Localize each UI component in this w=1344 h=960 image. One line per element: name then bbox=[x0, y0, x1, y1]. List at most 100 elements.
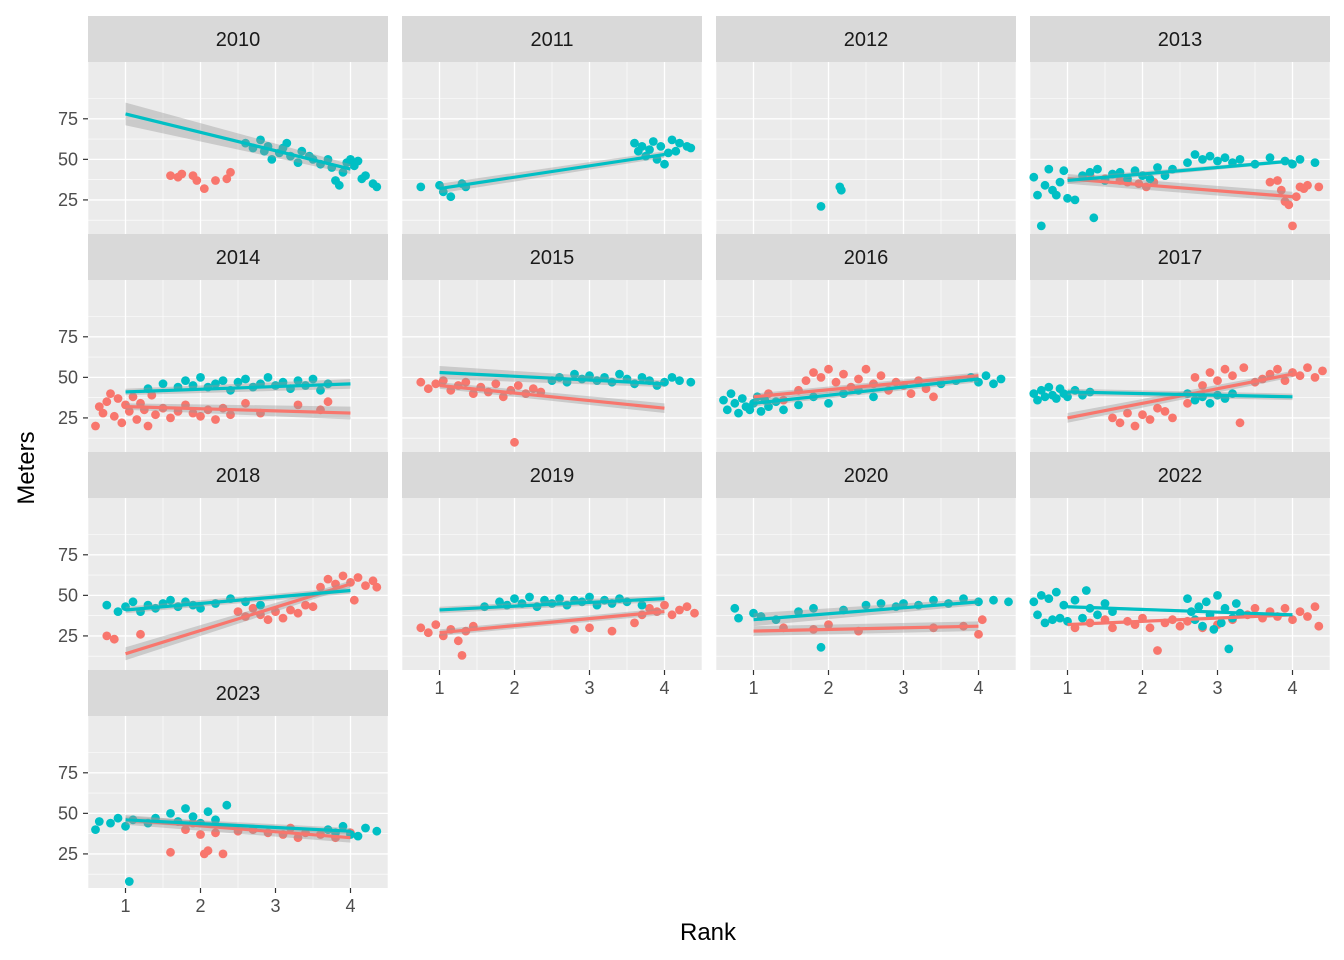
facet-strip-label: 2011 bbox=[530, 29, 573, 51]
fit-line-teal bbox=[439, 152, 665, 191]
data-point-teal bbox=[656, 142, 666, 151]
data-point-red bbox=[861, 364, 871, 374]
data-point-teal bbox=[1040, 392, 1050, 402]
y-tick-label: 25 bbox=[58, 190, 78, 210]
data-point-red bbox=[211, 828, 220, 838]
data-point-red bbox=[226, 167, 235, 177]
data-point-teal bbox=[645, 145, 654, 155]
data-point-red bbox=[423, 628, 433, 638]
data-point-teal bbox=[1029, 597, 1039, 607]
data-point-teal bbox=[1051, 190, 1061, 200]
facet-strip-label: 2016 bbox=[844, 247, 889, 269]
data-point-red bbox=[457, 651, 467, 660]
y-tick-label: 75 bbox=[58, 327, 78, 347]
data-point-red bbox=[854, 374, 863, 384]
data-point-red bbox=[816, 373, 826, 382]
data-point-red bbox=[278, 613, 288, 623]
data-point-red bbox=[372, 582, 382, 592]
data-point-red bbox=[1318, 366, 1327, 376]
data-point-red bbox=[977, 615, 987, 625]
data-point-red bbox=[461, 377, 471, 387]
data-point-teal bbox=[1089, 213, 1099, 223]
data-point-teal bbox=[94, 817, 104, 826]
data-point-red bbox=[824, 364, 833, 374]
data-point-teal bbox=[1198, 155, 1207, 164]
data-point-teal bbox=[1201, 597, 1211, 607]
facet-strip bbox=[88, 16, 388, 62]
data-point-red bbox=[423, 384, 433, 394]
data-point-teal bbox=[1209, 625, 1219, 634]
data-point-teal bbox=[293, 376, 303, 385]
data-point-teal bbox=[510, 594, 519, 603]
y-tick-label: 75 bbox=[58, 545, 78, 565]
data-point-red bbox=[667, 610, 677, 620]
data-point-teal bbox=[1231, 599, 1241, 608]
data-point-teal bbox=[1036, 385, 1046, 395]
facet-panels: 2010 25 50 75 2011 2012 2013 2014 25 50 75 2015 2016… bbox=[58, 16, 1331, 916]
data-point-teal bbox=[113, 813, 123, 823]
data-point-red bbox=[218, 849, 228, 859]
data-point-teal bbox=[166, 809, 175, 818]
facet-strip bbox=[716, 234, 1016, 280]
data-point-red bbox=[293, 608, 303, 618]
data-point-red bbox=[1273, 364, 1282, 374]
data-point-teal bbox=[1048, 615, 1057, 625]
data-point-teal bbox=[730, 603, 740, 613]
data-point-teal bbox=[372, 826, 382, 836]
data-point-red bbox=[188, 408, 198, 418]
facet-strip-label: 2018 bbox=[216, 465, 261, 487]
data-point-teal bbox=[102, 600, 112, 610]
data-point-red bbox=[1280, 376, 1290, 385]
data-point-teal bbox=[1033, 395, 1042, 405]
data-point-teal bbox=[1198, 621, 1207, 631]
data-point-red bbox=[1303, 180, 1312, 190]
data-point-red bbox=[1314, 621, 1324, 631]
x-tick-label: 4 bbox=[659, 678, 669, 698]
x-tick-label: 1 bbox=[1062, 678, 1072, 698]
data-point-red bbox=[1145, 415, 1155, 424]
fit-line-red bbox=[1067, 372, 1293, 420]
fit-line-teal bbox=[439, 370, 665, 386]
data-point-red bbox=[528, 384, 538, 394]
data-point-red bbox=[1265, 369, 1275, 379]
data-point-red bbox=[151, 410, 160, 420]
data-point-teal bbox=[861, 600, 871, 610]
data-point-teal bbox=[1085, 167, 1095, 177]
y-tick-label: 75 bbox=[58, 763, 78, 783]
data-point-red bbox=[361, 581, 370, 590]
data-point-red bbox=[824, 620, 833, 629]
data-point-teal bbox=[1081, 586, 1091, 595]
data-point-teal bbox=[297, 146, 307, 156]
data-point-teal bbox=[334, 180, 344, 190]
facet-panel-2017: 2017 bbox=[1029, 234, 1331, 452]
data-point-red bbox=[166, 171, 175, 181]
data-point-red bbox=[147, 390, 157, 400]
data-point-teal bbox=[1055, 177, 1065, 187]
data-point-teal bbox=[570, 369, 579, 379]
facet-strip-label: 2022 bbox=[1158, 465, 1203, 487]
x-tick-label: 2 bbox=[1137, 678, 1147, 698]
data-point-teal bbox=[1033, 190, 1042, 200]
x-axis-title: Rank bbox=[680, 919, 737, 946]
data-point-red bbox=[1228, 371, 1237, 381]
data-point-teal bbox=[824, 398, 833, 408]
data-point-red bbox=[1303, 363, 1312, 372]
data-point-red bbox=[293, 833, 303, 843]
facet-panel-2014: 2014 25 50 75 bbox=[58, 234, 389, 452]
data-point-teal bbox=[779, 405, 788, 415]
data-point-teal bbox=[734, 408, 743, 418]
data-point-red bbox=[233, 607, 243, 616]
data-point-red bbox=[196, 830, 205, 839]
facet-strip-label: 2023 bbox=[216, 683, 261, 705]
x-tick-label: 1 bbox=[748, 678, 758, 698]
data-point-teal bbox=[1213, 591, 1222, 600]
data-point-teal bbox=[1100, 599, 1110, 608]
data-point-red bbox=[132, 415, 142, 424]
fit-line-teal bbox=[125, 588, 351, 612]
data-point-red bbox=[1190, 373, 1200, 382]
fit-line-teal bbox=[1067, 159, 1293, 183]
data-point-red bbox=[166, 847, 175, 857]
data-point-red bbox=[645, 603, 654, 613]
data-point-teal bbox=[667, 373, 677, 382]
